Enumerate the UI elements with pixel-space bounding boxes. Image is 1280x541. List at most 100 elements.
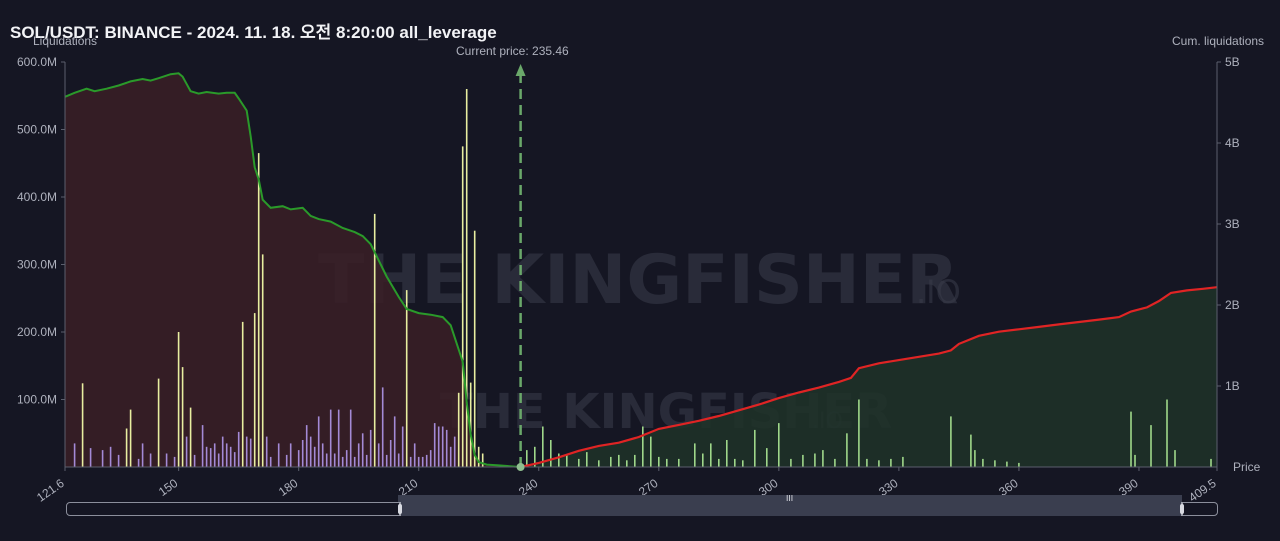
long-bar-75 (437, 426, 440, 467)
current-price-arrow (515, 64, 526, 76)
scrollbar-left-handle[interactable] (398, 504, 402, 514)
long-bar-61 (381, 387, 384, 467)
short-bar-26 (766, 448, 768, 467)
range-scrollbar[interactable] (66, 502, 1218, 516)
short-bar-24 (742, 460, 744, 468)
long-bar-33 (257, 153, 260, 467)
long-bar-48 (329, 409, 332, 467)
long-bar-65 (397, 453, 400, 467)
long-bar-56 (361, 433, 364, 468)
long-cum-line (64, 72, 521, 468)
short-bar-25 (754, 429, 756, 467)
y-right-tick-1: 4B (1225, 136, 1240, 150)
watermark-suffix-large: .IO (916, 273, 961, 311)
long-bar-43 (309, 436, 312, 467)
long-bar-66 (401, 426, 404, 467)
long-bar-67 (405, 290, 408, 467)
y-left-tick-2: 400.0M (17, 190, 57, 204)
long-bar-73 (429, 450, 432, 467)
short-bar-13 (642, 426, 644, 467)
long-bar-26 (229, 446, 232, 468)
y-right-tick-3: 2B (1225, 298, 1240, 312)
scrollbar-grip-icon[interactable]: III (786, 494, 794, 503)
long-bar-42 (305, 425, 308, 467)
current-price-label: Current price: 235.46 (456, 44, 569, 58)
short-bar-18 (694, 443, 696, 467)
short-bar-46 (1130, 411, 1132, 467)
long-bar-12 (165, 453, 168, 467)
scroller-top-bar[interactable] (398, 495, 1182, 503)
x-tick-1: 150 (156, 476, 181, 499)
y-right-tick-0: 5B (1225, 55, 1240, 69)
y-left-tick-3: 300.0M (17, 258, 57, 272)
x-tick-10: 409.5 (1186, 476, 1219, 505)
long-bar-27 (233, 452, 236, 467)
long-bar-50 (337, 409, 340, 467)
long-bar-69 (413, 443, 416, 467)
short-bar-11 (626, 460, 628, 468)
long-bar-13 (173, 456, 176, 467)
short-bar-30 (814, 453, 816, 467)
long-bar-2 (89, 448, 92, 467)
long-bar-31 (249, 438, 252, 467)
short-bar-39 (950, 416, 952, 467)
long-bar-15 (181, 367, 184, 467)
short-bar-31 (822, 450, 824, 467)
short-bar-34 (858, 399, 860, 467)
short-bar-7 (586, 452, 588, 467)
short-bar-36 (878, 460, 880, 468)
short-bar-16 (666, 458, 668, 467)
long-bar-52 (345, 450, 348, 467)
long-bar-74 (433, 423, 436, 467)
long-bar-83 (469, 382, 472, 467)
long-bar-47 (325, 453, 328, 467)
long-bar-6 (125, 428, 128, 467)
liquidation-bars (73, 89, 1212, 468)
short-bar-35 (866, 458, 868, 467)
scrollbar-right-handle[interactable] (1180, 504, 1184, 514)
long-bar-20 (205, 446, 208, 468)
short-bar-19 (702, 453, 704, 467)
long-bar-78 (449, 446, 452, 468)
short-bar-28 (790, 458, 792, 467)
y-left-tick-0: 600.0M (17, 55, 57, 69)
long-bar-9 (141, 443, 144, 467)
short-bar-48 (1150, 425, 1152, 467)
long-bar-36 (269, 456, 272, 467)
y-right-tick-4: 1B (1225, 379, 1240, 393)
short-bar-5 (566, 454, 568, 467)
long-bar-1 (81, 383, 84, 467)
x-axis-label: Price (1233, 460, 1261, 474)
short-bar-32 (834, 458, 836, 467)
long-bar-14 (177, 332, 180, 467)
long-bar-70 (417, 456, 420, 467)
short-bar-3 (550, 440, 552, 467)
short-bar-40 (970, 434, 972, 467)
long-bar-23 (217, 453, 220, 467)
short-cum-line (520, 286, 1218, 469)
long-bar-19 (201, 425, 204, 467)
scrollbar-selection[interactable] (398, 502, 1184, 516)
current-price-marker: Current price: 235.46 (456, 44, 569, 471)
long-bar-30 (245, 436, 248, 467)
long-bar-55 (357, 443, 360, 467)
watermark-text-large: THE KINGFISHER (318, 241, 959, 320)
long-bar-8 (137, 458, 140, 467)
short-bar-50 (1174, 450, 1176, 467)
x-tick-2: 180 (276, 476, 301, 499)
short-bar-14 (650, 436, 652, 467)
short-bar-20 (710, 443, 712, 467)
long-bar-64 (393, 416, 396, 467)
long-bar-57 (365, 454, 368, 467)
short-bar-43 (994, 460, 996, 468)
long-bar-51 (341, 456, 344, 467)
long-bar-38 (285, 454, 288, 467)
short-bar-0 (526, 450, 528, 467)
y-right-ticks: 5B 4B 3B 2B 1B (1217, 55, 1240, 393)
long-bar-79 (453, 436, 456, 467)
short-bar-1 (534, 446, 536, 468)
long-bar-44 (313, 446, 316, 468)
long-bar-86 (481, 453, 484, 467)
y-right-label: Cum. liquidations (1172, 34, 1264, 48)
